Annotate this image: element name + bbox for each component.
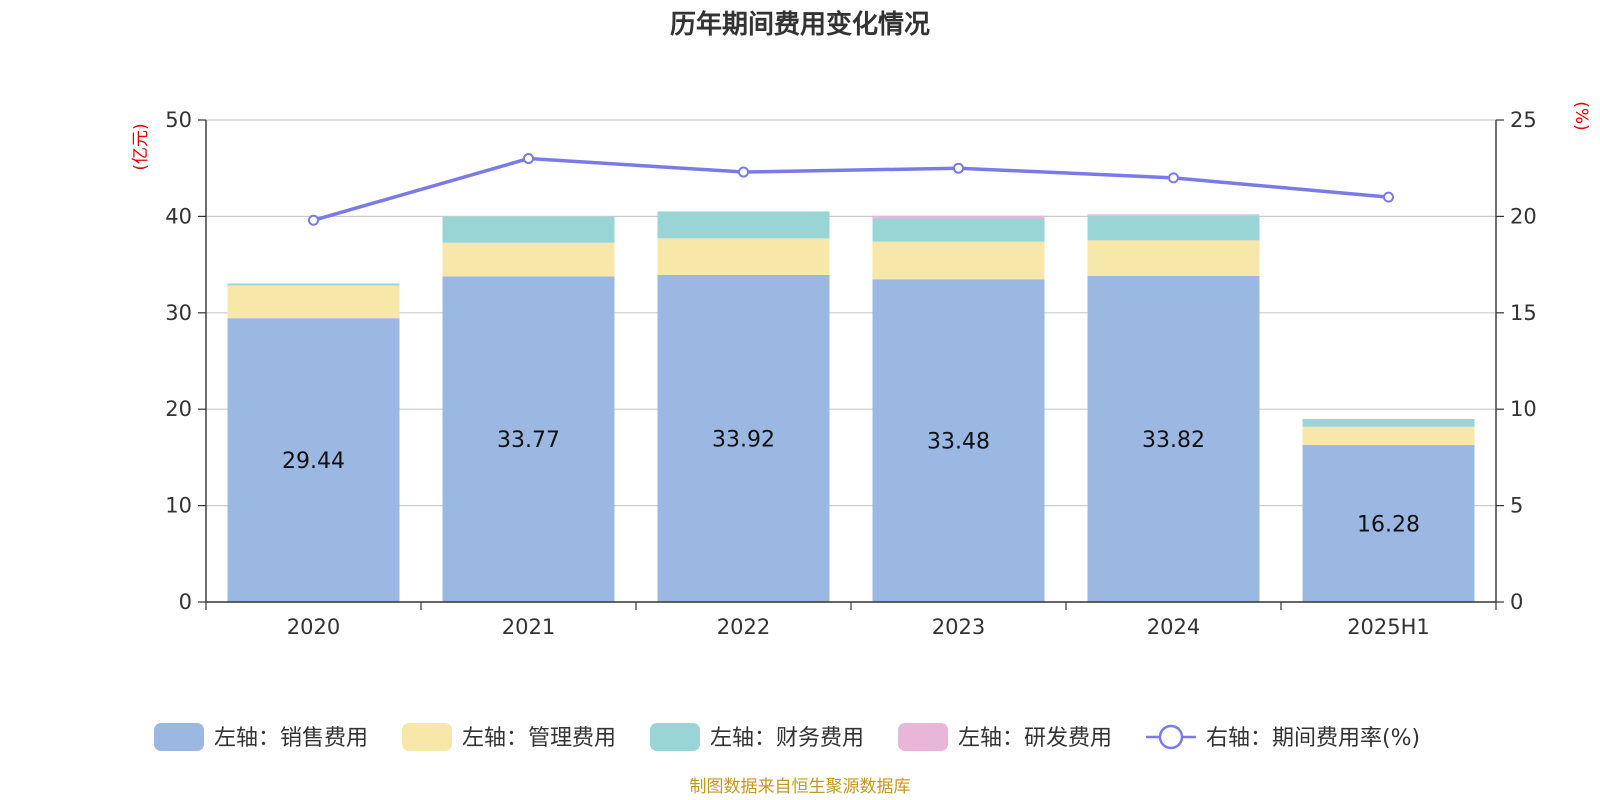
rate-point	[738, 166, 749, 178]
bar-segment	[227, 285, 400, 319]
legend-label: 左轴：管理费用	[462, 726, 616, 751]
legend-swatch	[898, 723, 948, 751]
bar-segment	[227, 318, 400, 602]
rate-point	[1168, 172, 1179, 184]
bar-segment	[657, 275, 830, 602]
bar-segment	[1302, 426, 1475, 446]
bar-segment	[1087, 215, 1260, 241]
bar-labels: 29.44 33.77 33.92 33.48 33.82 16.28	[282, 428, 1420, 538]
left-axis-tick-label: 40	[165, 204, 192, 228]
left-axis-tick-label: 30	[165, 301, 192, 325]
bar-segment	[442, 242, 615, 277]
x-axis-tick-label: 2024	[1147, 615, 1200, 639]
rate-line	[313, 156, 1389, 222]
axes: 0 10 20 30 40 50 0 5 10 15 20 25 2020 2021 2022 2023 202…	[165, 108, 1536, 639]
bar-value-label: 16.28	[1357, 513, 1420, 538]
bar-value-label: 33.77	[497, 428, 560, 453]
expense-rate-line	[308, 153, 1394, 226]
legend-label: 左轴：销售费用	[214, 726, 368, 751]
left-axis-tick-label: 10	[165, 494, 192, 518]
bar-segment	[442, 276, 615, 602]
legend: 左轴：销售费用 左轴：管理费用 左轴：财务费用 左轴：研发费用 右轴：期间费用率(%)	[154, 723, 1420, 751]
bar-segment	[1087, 214, 1260, 216]
right-axis-tick-label: 5	[1510, 494, 1523, 518]
bar-segment	[872, 215, 1045, 219]
left-axis-tick-label: 20	[165, 397, 192, 421]
bar-segment	[1302, 445, 1475, 602]
bar-value-label: 33.82	[1142, 428, 1205, 453]
rate-point	[308, 214, 319, 226]
left-axis-tick-label: 50	[165, 108, 192, 132]
left-axis-tick-label: 0	[179, 590, 192, 614]
bar-segment	[872, 241, 1045, 280]
source-note: 制图数据来自恒生聚源数据库	[690, 777, 911, 797]
right-axis-unit: (%)	[1571, 101, 1591, 130]
bar-segment	[1087, 240, 1260, 276]
legend-swatch	[650, 723, 700, 751]
rate-point	[1383, 191, 1394, 203]
bar-segment	[227, 283, 400, 286]
right-axis-tick-label: 15	[1510, 301, 1537, 325]
right-axis-tick-label: 0	[1510, 590, 1523, 614]
legend-line-marker	[1158, 724, 1184, 750]
chart-title: 历年期间费用变化情况	[670, 9, 930, 40]
x-axis-tick-label: 2025H1	[1347, 615, 1430, 639]
left-axis-unit: (亿元)	[131, 123, 151, 170]
legend-label: 左轴：财务费用	[710, 726, 864, 751]
bar-segment	[1087, 275, 1260, 602]
bar-segment	[657, 211, 830, 239]
bar-value-label: 29.44	[282, 449, 345, 474]
x-axis-tick-label: 2022	[717, 615, 770, 639]
right-axis-tick-label: 25	[1510, 108, 1537, 132]
bar-value-label: 33.48	[927, 430, 990, 455]
grid-lines	[206, 119, 1496, 507]
bar-segment	[657, 238, 830, 276]
legend-swatch	[402, 723, 452, 751]
legend-label: 右轴：期间费用率(%)	[1206, 726, 1420, 751]
rate-point	[523, 153, 534, 165]
x-axis-tick-label: 2023	[932, 615, 985, 639]
x-axis-tick-label: 2020	[287, 615, 340, 639]
legend-label: 左轴：研发费用	[958, 726, 1112, 751]
bars	[227, 211, 1475, 602]
bar-segment	[872, 279, 1045, 602]
right-axis-tick-label: 20	[1510, 204, 1537, 228]
right-axis-tick-label: 10	[1510, 397, 1537, 421]
bar-segment	[1302, 419, 1475, 427]
bar-segment	[442, 216, 615, 243]
x-axis-tick-label: 2021	[502, 615, 555, 639]
legend-swatch	[154, 723, 204, 751]
bar-segment	[872, 218, 1045, 242]
rate-point	[953, 162, 964, 174]
bar-value-label: 33.92	[712, 428, 775, 453]
